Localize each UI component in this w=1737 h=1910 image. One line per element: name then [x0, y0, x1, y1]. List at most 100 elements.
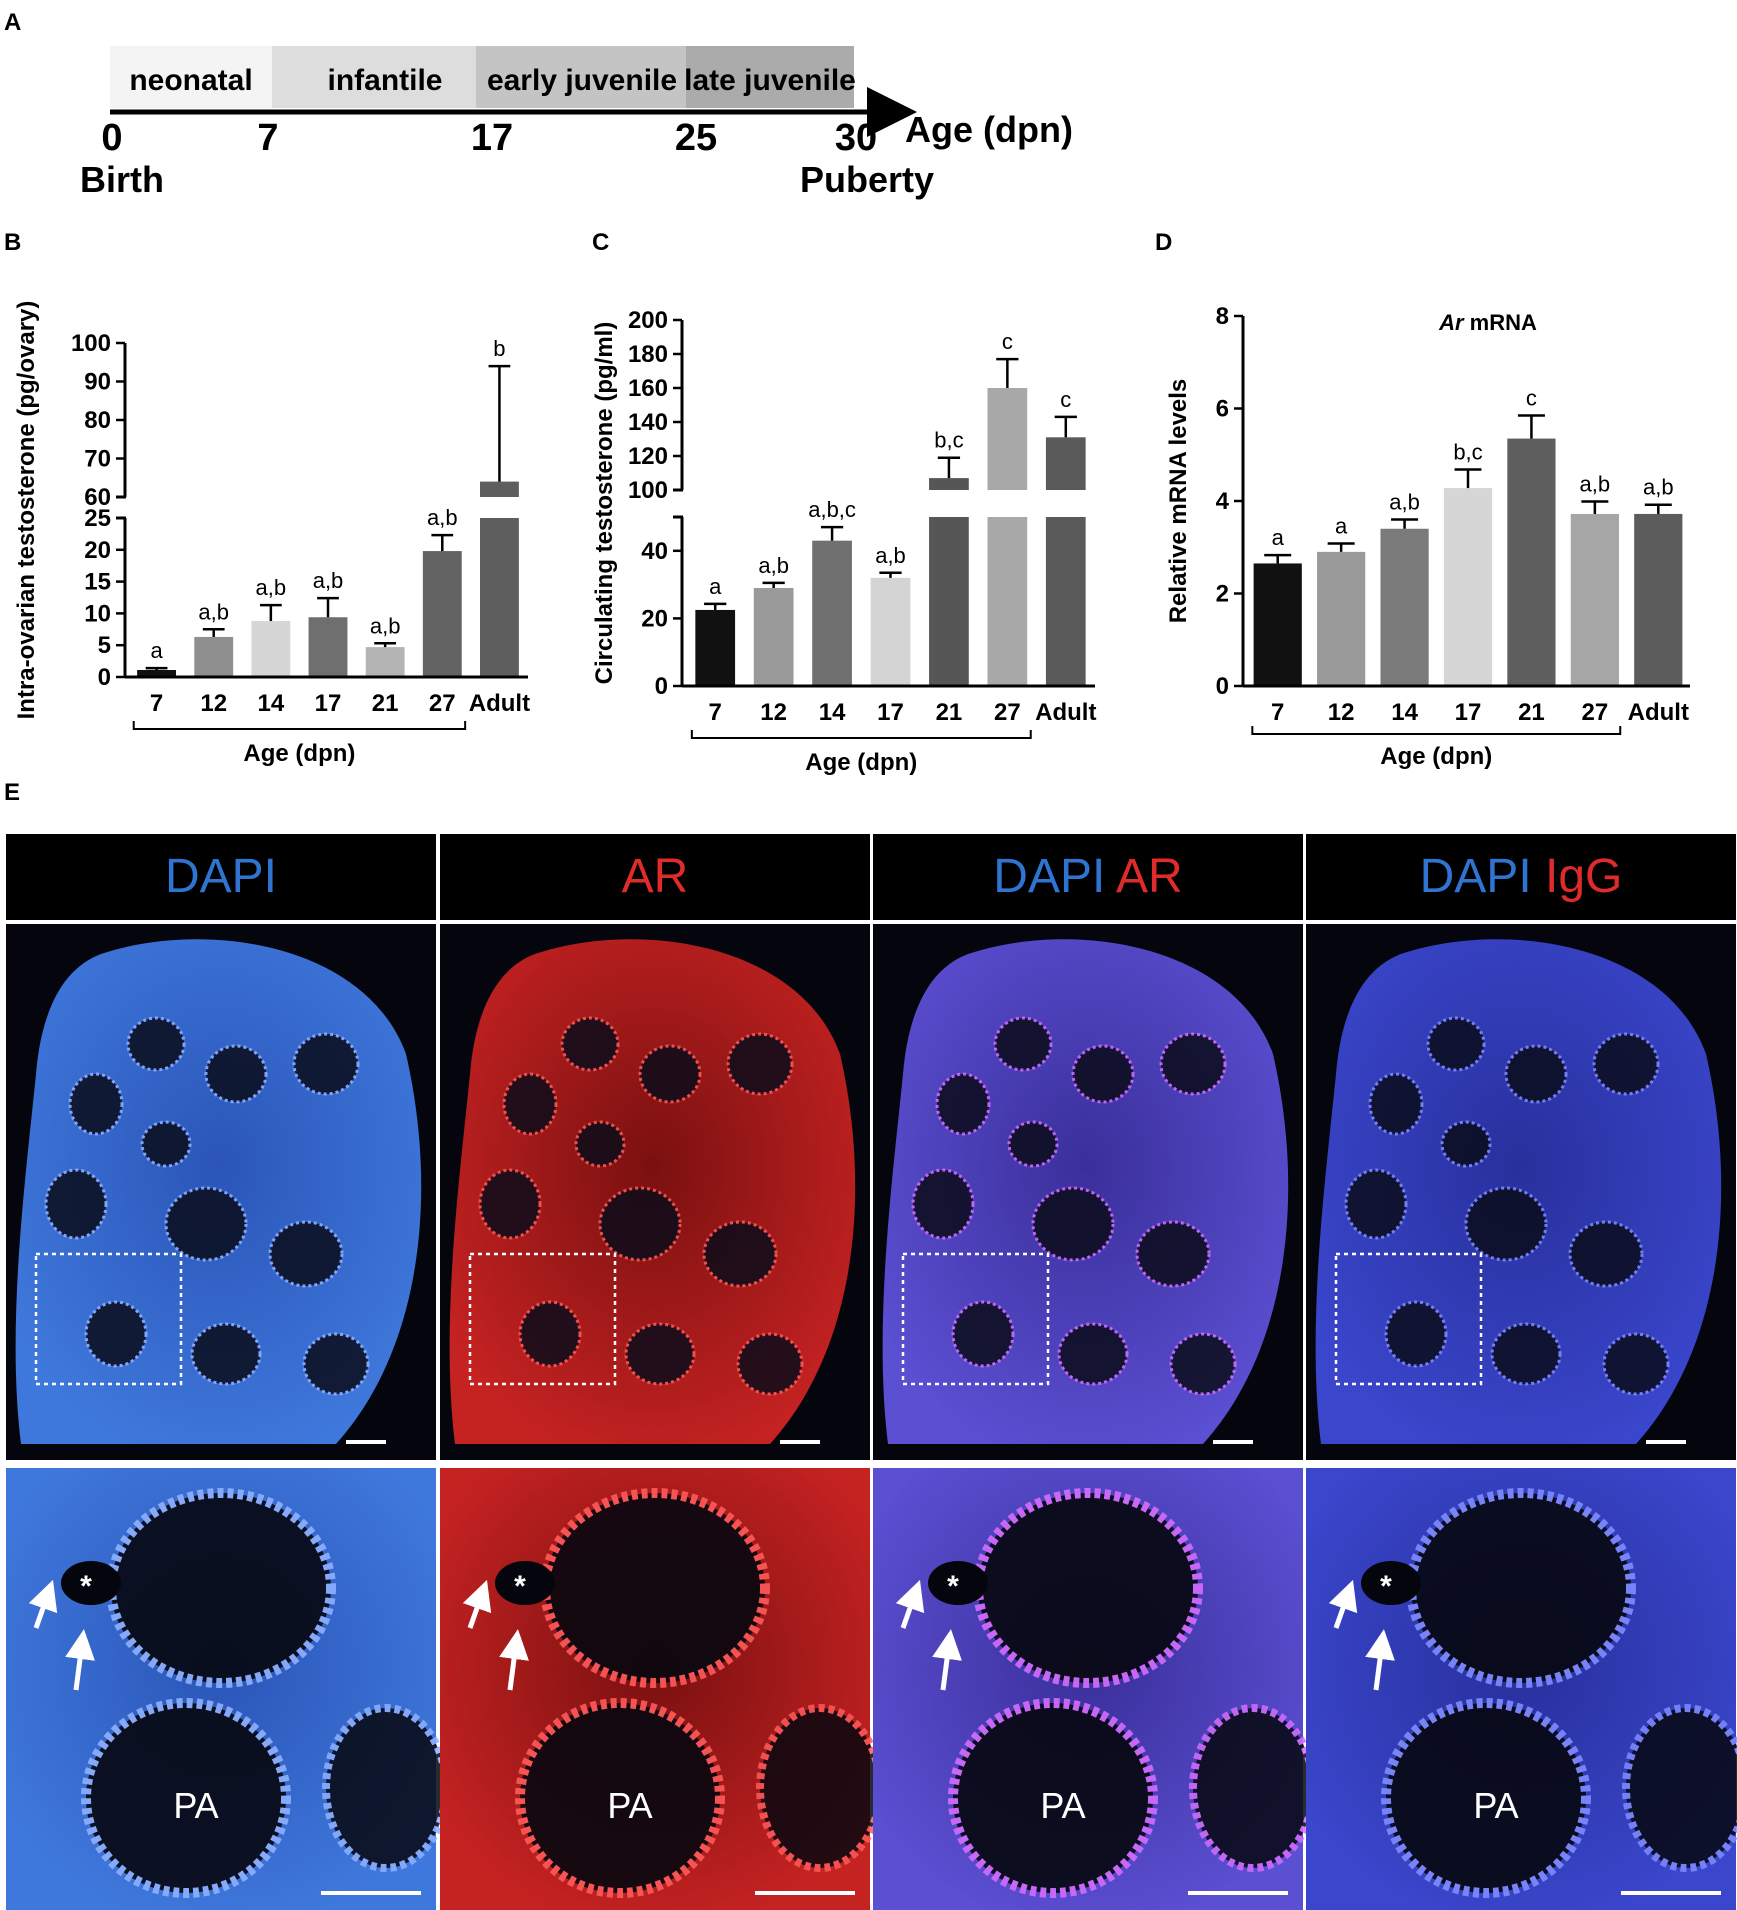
- follicle: [518, 1300, 582, 1368]
- follicle: [190, 1322, 262, 1386]
- bar-Adult-upper: [480, 481, 519, 497]
- follicle-side: [1622, 1704, 1737, 1872]
- bar-7: [137, 670, 176, 677]
- follicle: [44, 1168, 108, 1240]
- follicle: [1464, 1186, 1548, 1262]
- asterisk-marker: *: [947, 1570, 959, 1603]
- header-word: DAPI: [1420, 850, 1532, 903]
- y-tick-label-100: 100: [628, 477, 668, 504]
- follicle: [1344, 1168, 1408, 1240]
- follicle: [993, 1016, 1053, 1072]
- bar-27: [1570, 513, 1619, 686]
- follicle: [1426, 1016, 1486, 1072]
- bar-Adult-upper: [1045, 437, 1086, 490]
- stage-label-late-juvenile: late juvenile: [684, 64, 856, 97]
- y-tick-label-100: 100: [71, 330, 111, 357]
- bar-12: [1317, 551, 1366, 686]
- arrow-marker: [932, 1629, 962, 1691]
- stage-label-infantile: infantile: [327, 64, 442, 97]
- significance-label-14: a,b,c: [808, 497, 856, 522]
- x-tick-label-12: 12: [760, 699, 787, 726]
- follicle: [140, 1120, 192, 1168]
- stage-infantile: [272, 46, 476, 108]
- significance-label-Adult: a,b: [1643, 475, 1674, 500]
- stage-late-juvenile: [686, 46, 854, 108]
- significance-label-21: b,c: [934, 428, 963, 453]
- x-tick-label-21: 21: [1518, 699, 1545, 726]
- zoom-region-box: [34, 1252, 183, 1386]
- arrow-marker: [1328, 1579, 1358, 1629]
- follicle-large: [1406, 1488, 1636, 1688]
- follicle: [1159, 1032, 1227, 1096]
- x-tick-label-7: 7: [1271, 699, 1284, 726]
- timeline-puberty-label: Puberty: [800, 159, 934, 200]
- significance-label-14: a,b: [1389, 490, 1420, 515]
- asterisk-marker: *: [514, 1570, 526, 1603]
- bar-12: [194, 636, 234, 677]
- bar-27-lower: [987, 517, 1028, 686]
- follicle: [911, 1168, 975, 1240]
- pa-label: PA: [1040, 1785, 1085, 1826]
- significance-label-27: c: [1002, 329, 1013, 354]
- panel-label-d: D: [1155, 229, 1172, 256]
- x-tick-label-14: 14: [258, 690, 285, 717]
- header-word: AR: [1105, 850, 1182, 903]
- bar-12: [753, 587, 794, 686]
- follicle: [1007, 1120, 1059, 1168]
- follicle: [84, 1300, 148, 1368]
- follicle: [935, 1072, 991, 1136]
- age-bracket: [690, 730, 1032, 739]
- age-bracket: [1251, 726, 1622, 735]
- follicle: [574, 1120, 626, 1168]
- follicle: [302, 1332, 370, 1396]
- x-tick-label-14: 14: [819, 699, 846, 726]
- x-tick-label-7: 7: [709, 699, 722, 726]
- chart-b-intra-ovarian-testosterone: a 7 a,b 12 a,b 14 a,b 17 a,b 21 a,b 27 b Adult 0 5 10 15 2…: [13, 301, 530, 767]
- follicle: [598, 1186, 682, 1262]
- x-tick-label-Adult: Adult: [1628, 699, 1689, 726]
- follicle: [624, 1322, 696, 1386]
- x-tick-label-17: 17: [315, 690, 342, 717]
- bar-7: [695, 609, 736, 686]
- stromal-cavity: [1361, 1561, 1421, 1605]
- x-tick-label-12: 12: [1328, 699, 1355, 726]
- stage-label-early-juvenile: early juvenile: [487, 64, 677, 97]
- follicle: [1031, 1186, 1115, 1262]
- x-axis-label: Age (dpn): [243, 740, 355, 767]
- significance-label-21: a,b: [370, 613, 401, 638]
- preantral-follicle: [81, 1698, 291, 1898]
- bar-21: [1507, 438, 1556, 686]
- bar-14: [251, 621, 291, 677]
- follicle: [702, 1220, 778, 1288]
- y-tick-label-180: 180: [628, 341, 668, 368]
- significance-label-12: a,b: [198, 599, 229, 624]
- timeline-tick-30: 30: [835, 117, 877, 159]
- x-tick-label-Adult: Adult: [1035, 699, 1096, 726]
- y-axis-label: Circulating testosterone (pg/ml): [591, 322, 618, 685]
- bar-17: [1443, 488, 1493, 686]
- follicle: [204, 1044, 268, 1104]
- y-tick-label-0: 0: [1216, 673, 1229, 700]
- y-tick-label-160: 160: [628, 375, 668, 402]
- header-dapi-ar: [873, 834, 1303, 920]
- follicle: [1504, 1044, 1568, 1104]
- follicle: [1440, 1120, 1492, 1168]
- x-tick-label-27: 27: [1582, 699, 1609, 726]
- timeline-tick-0: 0: [101, 117, 122, 159]
- follicle: [1592, 1032, 1660, 1096]
- follicle: [268, 1220, 344, 1288]
- follicle: [164, 1186, 248, 1262]
- chart-d-ar-mrna: a 7 a 12 a,b 14 b,c 17 c 21 a,b 27 a,b Adult 0 2 4 6 8 Ar m…: [1165, 303, 1690, 770]
- y-tick-label-140: 140: [628, 409, 668, 436]
- panel-label-b: B: [4, 229, 21, 256]
- x-axis-label: Age (dpn): [1380, 743, 1492, 770]
- pa-label: PA: [607, 1785, 652, 1826]
- bar-21-upper: [929, 478, 969, 490]
- y-tick-label-20: 20: [84, 537, 111, 564]
- stromal-cavity: [928, 1561, 988, 1605]
- significance-label-7: a: [709, 574, 722, 599]
- y-tick-label-0: 0: [98, 664, 111, 691]
- timeline-tick-17: 17: [471, 117, 513, 159]
- significance-label-7: a: [1272, 525, 1285, 550]
- y-tick-label-4: 4: [1216, 488, 1230, 515]
